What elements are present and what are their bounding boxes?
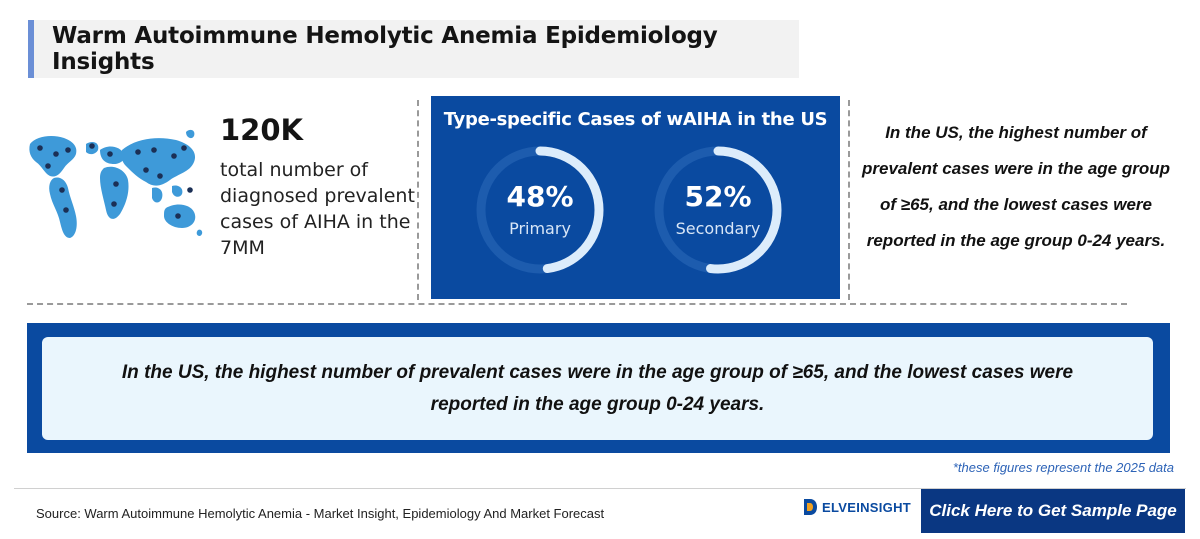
type-panel-title: Type-specific Cases of wAIHA in the US xyxy=(443,109,828,130)
stat-value: 120K xyxy=(220,113,304,147)
source-text: Source: Warm Autoimmune Hemolytic Anemia… xyxy=(36,506,605,521)
world-map-icon xyxy=(29,129,203,238)
primary-label: Primary xyxy=(509,219,571,238)
donut-secondary: 52% Secondary xyxy=(653,145,783,275)
insight-box: In the US, the highest number of prevale… xyxy=(27,323,1170,453)
ring-fill-secondary xyxy=(654,146,782,274)
stat-description: total number of diagnosed prevalent case… xyxy=(220,159,415,259)
primary-percent: 48% xyxy=(506,180,574,213)
vertical-divider xyxy=(848,100,850,300)
title-bar: Warm Autoimmune Hemolytic Anemia Epidemi… xyxy=(28,20,799,78)
donut-secondary-ring xyxy=(654,146,782,274)
footnote: *these figures represent the 2025 data xyxy=(952,460,1174,475)
type-specific-panel: Type-specific Cases of wAIHA in the US 4… xyxy=(431,96,840,299)
footer-divider xyxy=(14,488,1186,489)
insight-text: In the US, the highest number of prevale… xyxy=(121,361,1074,415)
horizontal-divider xyxy=(27,303,1127,305)
secondary-label: Secondary xyxy=(675,219,761,238)
logo-icon xyxy=(804,499,817,515)
delveinsight-logo[interactable]: ELVEINSIGHT xyxy=(802,498,911,516)
vertical-divider xyxy=(417,100,419,300)
page-title: Warm Autoimmune Hemolytic Anemia Epidemi… xyxy=(52,23,718,75)
insight-inner: In the US, the highest number of prevale… xyxy=(42,337,1153,440)
donut-primary: 48% Primary xyxy=(475,145,605,275)
logo-text: ELVEINSIGHT xyxy=(822,499,912,515)
ring-fill-primary xyxy=(476,146,604,274)
secondary-percent: 52% xyxy=(684,180,752,213)
right-note: In the US, the highest number of prevale… xyxy=(861,123,1170,250)
donut-primary-ring xyxy=(476,146,604,274)
get-sample-page-button[interactable]: Click Here to Get Sample Page xyxy=(921,489,1185,533)
